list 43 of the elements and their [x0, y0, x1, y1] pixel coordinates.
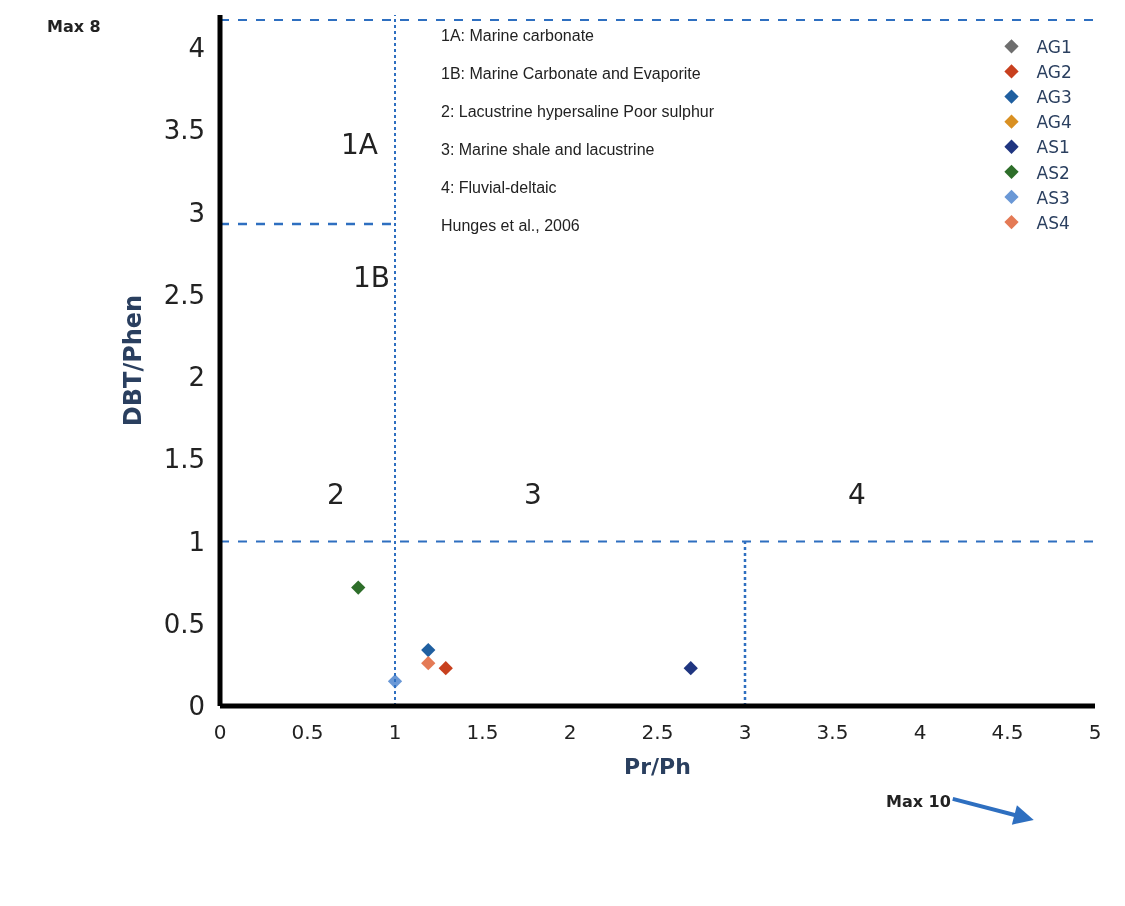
y-tick-label: 1	[188, 526, 205, 557]
x-tick-label: 4	[913, 720, 927, 744]
annotation: 2: Lacustrine hypersaline Poor sulphur	[441, 103, 715, 120]
x-tick-label: 3	[738, 720, 752, 744]
legend-label: AS2	[1036, 162, 1070, 183]
x-tick-label: 3.5	[816, 720, 849, 744]
y-tick-label: 3	[188, 197, 205, 228]
x-tick-label: 1	[388, 720, 402, 744]
y-axis-title: DBT/Phen	[118, 294, 147, 427]
x-tick-label: 0.5	[291, 720, 324, 744]
x-tick-label: 2.5	[641, 720, 674, 744]
y-tick-label: 1.5	[163, 444, 205, 475]
y-tick-label: 2.5	[163, 279, 205, 310]
legend-label: AS4	[1036, 212, 1070, 233]
legend-label: AS1	[1036, 137, 1070, 158]
legend-label: AG1	[1036, 37, 1072, 57]
x-tick-label: 2	[563, 720, 577, 744]
y-tick-label: 0	[188, 691, 205, 722]
annotation: Hunges et al., 2006	[441, 217, 580, 234]
legend-label: AS3	[1036, 187, 1070, 208]
y-tick-label: 3.5	[163, 115, 205, 146]
x-tick-label: 1.5	[466, 720, 499, 744]
annotation: 1A	[341, 128, 378, 161]
annotation: 3	[524, 478, 542, 511]
legend-label: AG3	[1036, 87, 1072, 108]
x-tick-label: 4.5	[991, 720, 1024, 744]
annotation: 1A: Marine carbonate	[441, 27, 595, 44]
annotation: 1B: Marine Carbonate and Evaporite	[441, 65, 701, 82]
y-tick-label: 0.5	[163, 608, 205, 639]
x-axis-title: Pr/Ph	[624, 753, 691, 779]
text: Max 8	[47, 17, 101, 36]
legend-label: AG2	[1036, 62, 1072, 83]
annotation: 1B	[353, 261, 391, 294]
y-tick-label: 2	[188, 362, 205, 393]
y-tick-label: 4	[188, 33, 205, 63]
legend-label: AG4	[1036, 112, 1072, 133]
annotation: 4: Fluvial-deltaic	[441, 179, 557, 196]
x-tick-label: 5	[1088, 720, 1102, 744]
annotation: 2	[327, 478, 345, 511]
text: Max 10	[886, 792, 951, 811]
annotation: 4	[848, 478, 866, 511]
x-tick-label: 0	[213, 720, 227, 744]
annotation: 3: Marine shale and lacustrine	[441, 141, 655, 158]
